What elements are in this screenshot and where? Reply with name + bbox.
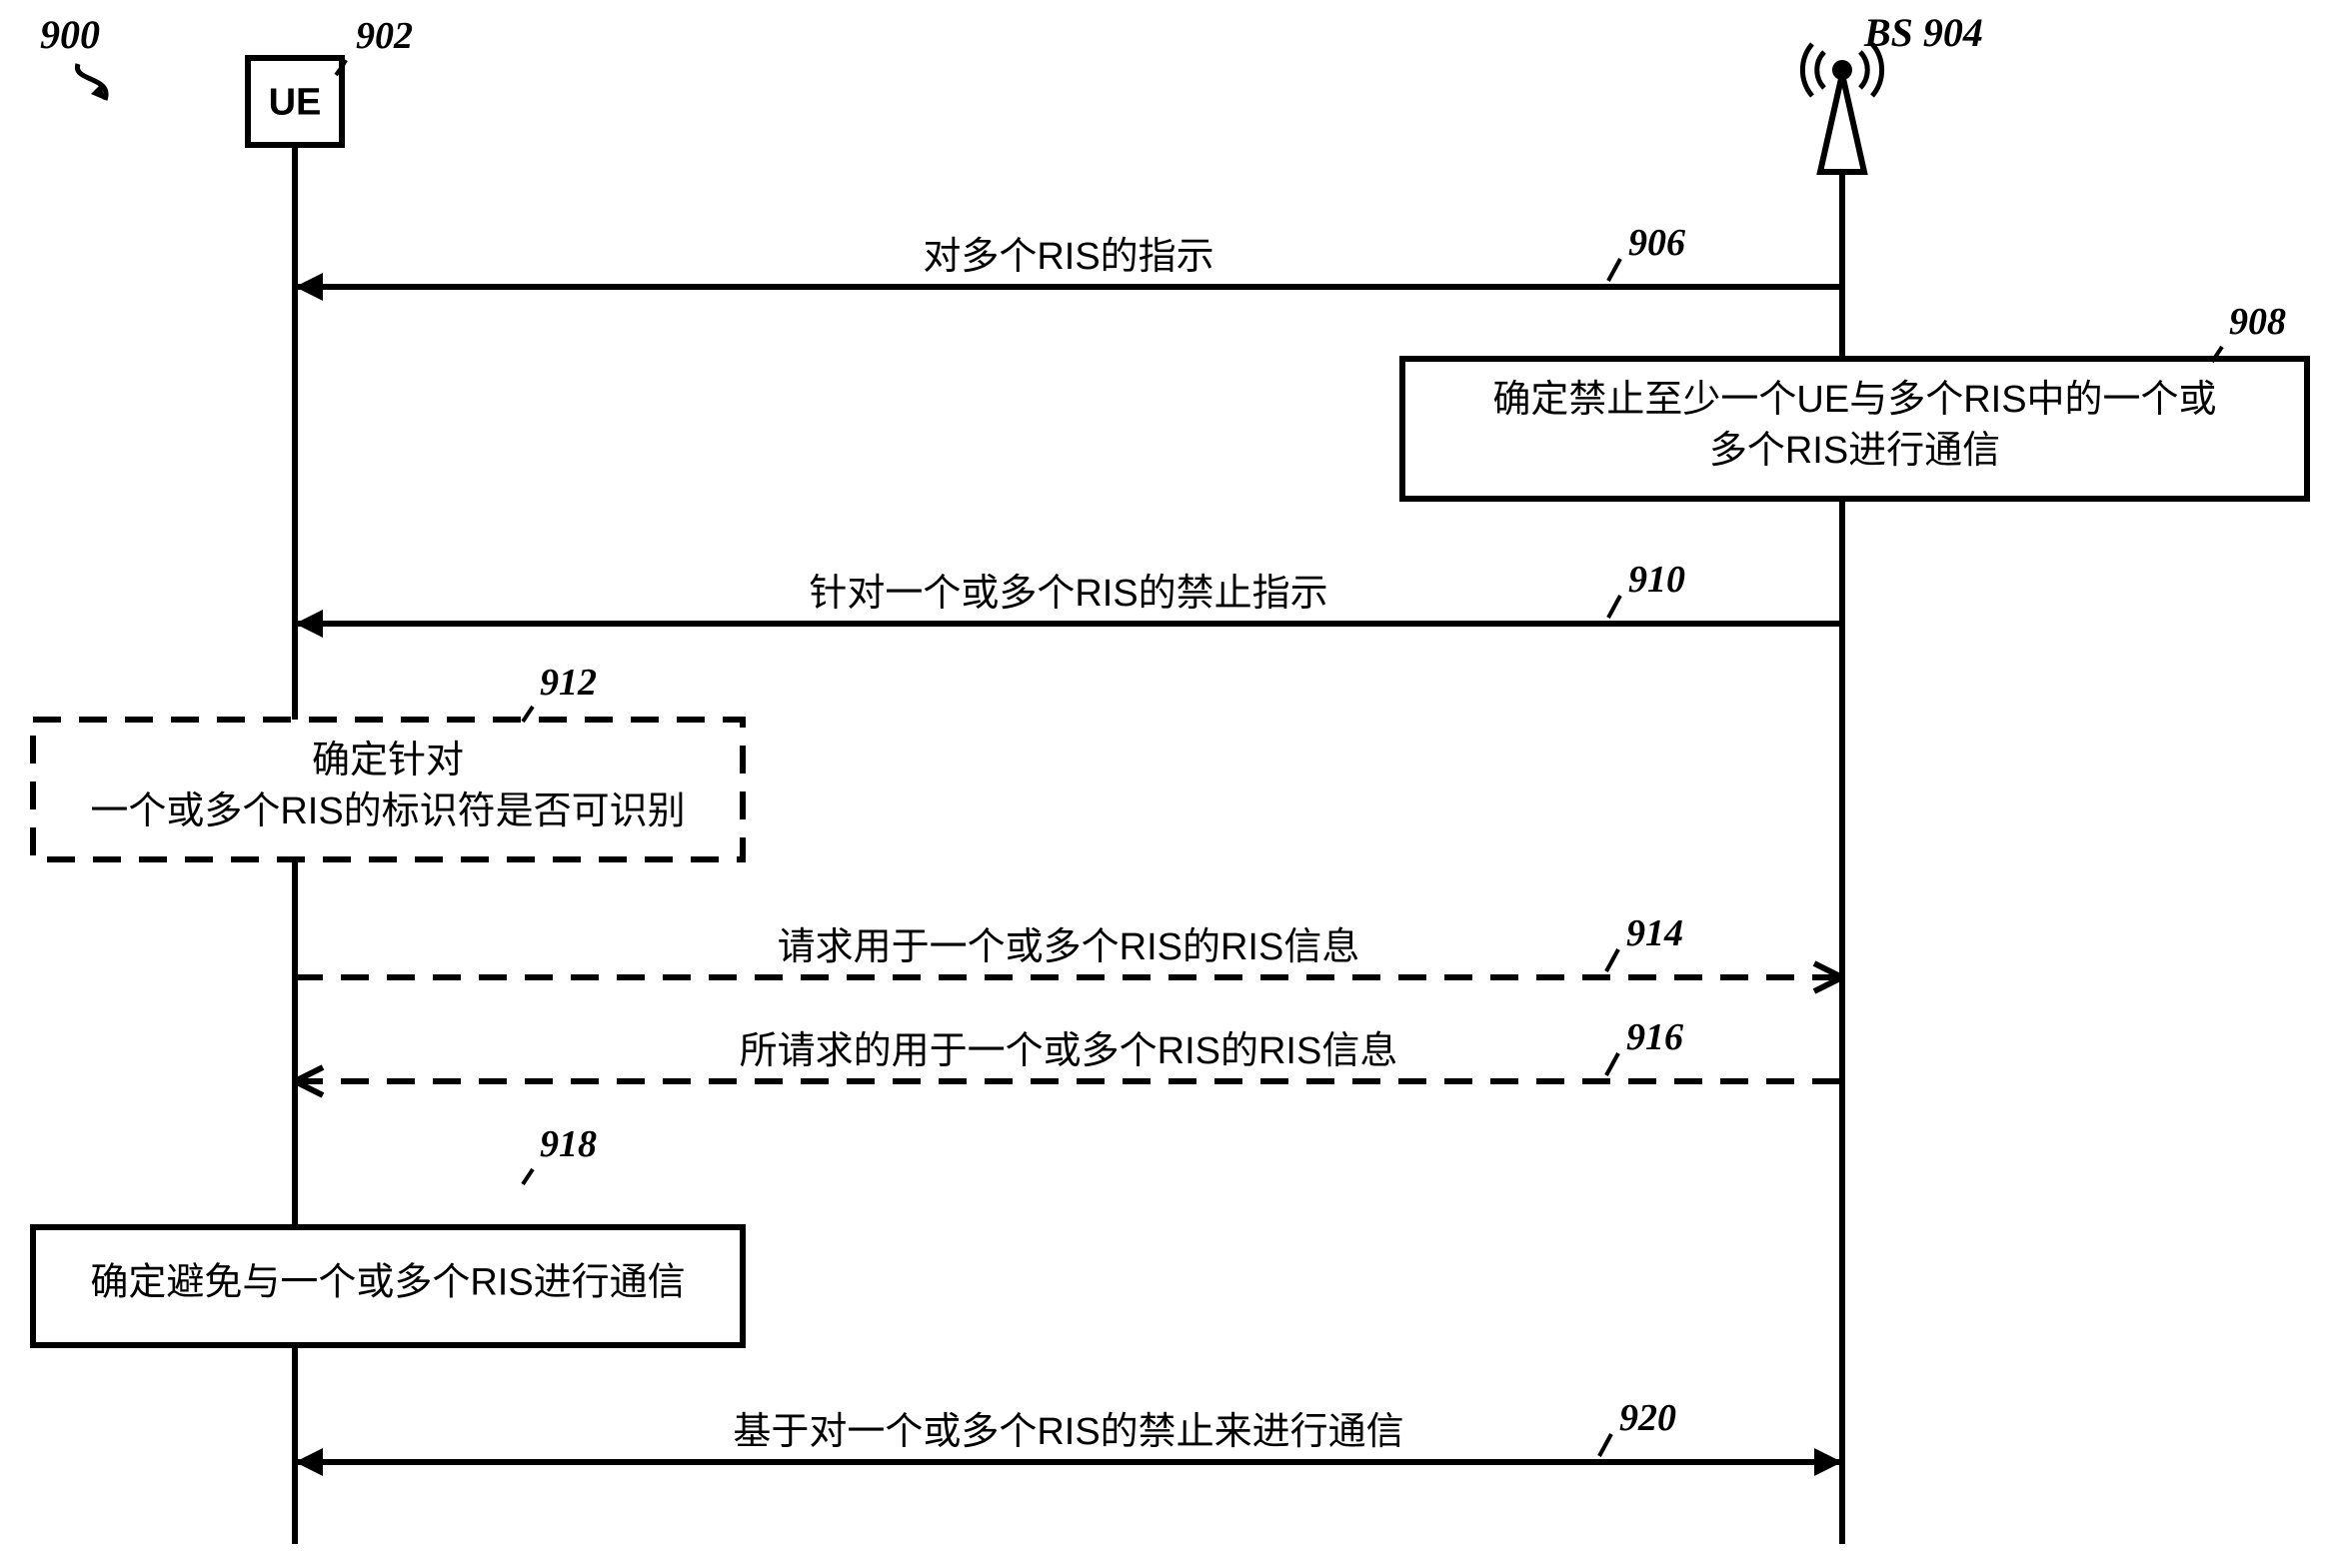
ue-ref: 902 — [356, 15, 413, 57]
msg-914-text: 请求用于一个或多个RIS的RIS信息 — [778, 926, 1360, 968]
ue-label: UE — [269, 82, 322, 124]
figure-ref: 900 — [40, 12, 100, 57]
box-912-line-0: 确定针对 — [312, 740, 464, 782]
box-908-line-0: 确定禁止至少一个UE与多个RIS中的一个或 — [1492, 379, 2216, 421]
msg-916-ref: 916 — [1626, 1016, 1683, 1058]
box-912-line-1: 一个或多个RIS的标识符是否可识别 — [90, 790, 685, 832]
sequence-diagram: 900 UE 902 BS 904 对多个RIS的指示 906 针对一个或多个RIS的禁止指… — [0, 0, 2340, 1568]
msg-906-ref: 906 — [1628, 222, 1685, 264]
box-908-ref: 908 — [2229, 301, 2286, 343]
box-918-line-0: 确定避免与一个或多个RIS进行通信 — [90, 1262, 685, 1304]
msg-914-ref: 914 — [1626, 912, 1683, 954]
box-908-line-1: 多个RIS进行通信 — [1709, 430, 2000, 472]
msg-910-ref: 910 — [1628, 559, 1685, 601]
msg-916-text: 所请求的用于一个或多个RIS的RIS信息 — [740, 1030, 1398, 1072]
msg-920-ref: 920 — [1619, 1397, 1676, 1439]
box-918-ref: 918 — [540, 1123, 597, 1165]
msg-906-text: 对多个RIS的指示 — [923, 236, 1213, 278]
msg-920-text: 基于对一个或多个RIS的禁止来进行通信 — [733, 1411, 1403, 1453]
msg-910-text: 针对一个或多个RIS的禁止指示 — [809, 573, 1327, 615]
box-912-ref: 912 — [540, 662, 597, 704]
bs-label: BS 904 — [1863, 10, 1983, 55]
